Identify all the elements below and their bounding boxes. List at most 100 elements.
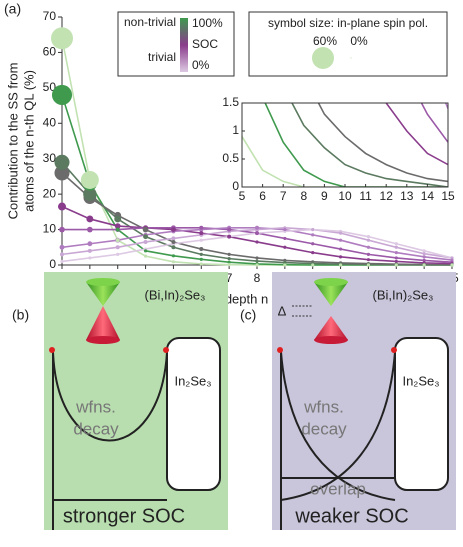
gap-label: Δ	[278, 303, 287, 318]
lower-cone	[314, 316, 348, 340]
size-legend-label: 60%	[313, 34, 337, 48]
marker	[338, 238, 343, 242]
panel-label: (a)	[4, 1, 21, 17]
inset: 5 6 7 8 9 10 11 12 13 14 15 0 0.5 1 1.5	[222, 95, 455, 203]
marker	[227, 260, 231, 264]
marker	[394, 263, 398, 267]
marker	[114, 223, 121, 229]
marker	[114, 215, 122, 223]
marker	[311, 242, 315, 246]
marker	[51, 84, 73, 105]
y-tick-label: 50	[43, 80, 57, 94]
caption: weaker SOC	[294, 505, 408, 527]
marker	[422, 252, 426, 256]
cone-bottom	[86, 336, 120, 344]
marker	[366, 238, 371, 242]
marker	[255, 240, 259, 244]
inset-x-tick-label: 8	[300, 189, 307, 203]
marker	[422, 255, 426, 259]
y-tick-label: 40	[43, 115, 57, 129]
marker	[366, 252, 371, 256]
inset-y-tick-label: 1	[232, 123, 239, 137]
marker	[227, 252, 231, 256]
y-axis-label: atoms of the n-th QL (%)	[21, 70, 36, 212]
barrier-label: In₂Se₃	[402, 373, 439, 388]
marker	[311, 263, 315, 267]
decay-label: decay	[301, 419, 347, 438]
marker	[86, 215, 94, 223]
marker	[87, 248, 92, 253]
inset-x-tick-label: 14	[421, 189, 435, 203]
colorbar-top-label: non-trivial	[124, 15, 176, 29]
marker	[254, 225, 260, 230]
y-axis-label: Contribution to the SS from	[5, 63, 20, 220]
marker	[338, 263, 343, 267]
size-legend-symbol	[312, 47, 334, 69]
marker	[59, 252, 65, 257]
marker	[87, 241, 93, 247]
barrier-label: In₂Se₃	[174, 373, 211, 388]
x-tick-label: 8	[254, 271, 261, 285]
cone-top	[86, 278, 120, 286]
marker	[338, 247, 343, 251]
marker	[88, 256, 92, 260]
decay-label: wfns.	[303, 397, 344, 416]
marker	[143, 254, 148, 258]
marker	[394, 256, 398, 260]
marker	[199, 247, 204, 252]
marker	[255, 263, 259, 267]
marker	[115, 227, 120, 232]
marker	[171, 239, 176, 244]
y-tick-label: 0	[49, 257, 56, 271]
colorbar-bottom-label: trivial	[148, 50, 176, 64]
surface-dot	[163, 347, 169, 353]
barrier	[166, 337, 221, 491]
marker	[143, 239, 148, 244]
inset-y-tick-label: 0.5	[222, 151, 239, 165]
marker	[255, 256, 259, 260]
panels-bc: (b) (Bi,In)₂Se₃ In₂Se₃ wfns. decay stronger S…	[12, 272, 456, 530]
marker	[422, 249, 426, 253]
marker	[170, 227, 176, 233]
inset-x-tick-label: 6	[259, 189, 266, 203]
panel-label: (b)	[12, 307, 29, 323]
marker	[199, 257, 203, 261]
marker	[171, 254, 176, 258]
marker	[283, 236, 287, 241]
marker	[115, 245, 120, 250]
cone-top	[314, 278, 348, 286]
marker	[366, 245, 371, 249]
y-tick-label: 30	[43, 151, 57, 165]
wavefunction	[280, 351, 396, 501]
marker	[283, 245, 287, 249]
surface-dot	[391, 347, 397, 353]
marker	[311, 227, 315, 232]
decay-label: decay	[73, 419, 119, 438]
marker	[143, 249, 148, 253]
size-legend-title: symbol size: in-plane spin pol.	[268, 16, 428, 30]
colorbar	[180, 18, 188, 72]
marker	[366, 258, 371, 262]
y-tick-label: 70	[43, 9, 57, 23]
surface-dot	[49, 347, 55, 353]
marker	[227, 227, 232, 232]
cone-bottom	[314, 336, 348, 344]
barrier	[394, 337, 449, 491]
marker	[255, 259, 259, 263]
y-tick-label: 10	[43, 222, 57, 236]
marker	[171, 236, 176, 241]
marker	[283, 263, 287, 267]
marker	[394, 259, 398, 264]
size-legend-box	[248, 11, 448, 77]
marker	[199, 225, 204, 230]
colorbar-tick-label: 0%	[192, 58, 210, 72]
material-label: (Bi,In)₂Se₃	[373, 287, 434, 302]
inset-x-tick-label: 9	[321, 189, 328, 203]
inset-y-tick-label: 1.5	[222, 95, 239, 109]
marker	[199, 262, 203, 266]
marker	[80, 170, 99, 189]
lower-cone	[86, 306, 120, 340]
series-line	[385, 103, 448, 166]
marker	[311, 251, 315, 255]
series-line	[291, 103, 448, 187]
